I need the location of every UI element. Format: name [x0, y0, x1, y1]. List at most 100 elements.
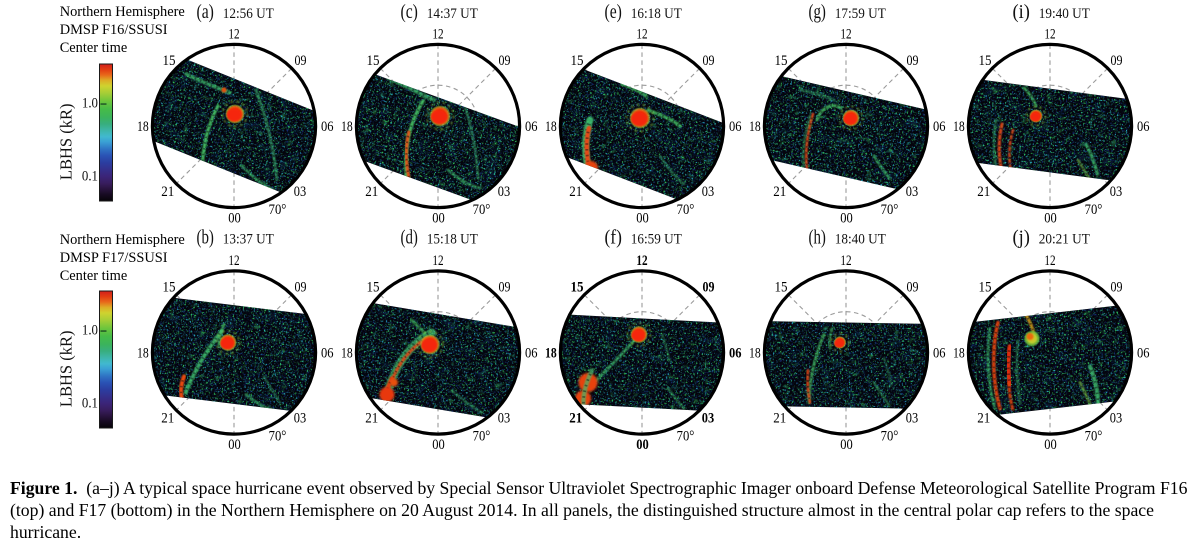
svg-text:14:37 UT: 14:37 UT [427, 6, 478, 22]
svg-text:18: 18 [341, 119, 353, 135]
svg-text:12: 12 [636, 26, 647, 42]
svg-text:06: 06 [321, 119, 334, 135]
svg-text:09: 09 [295, 53, 307, 69]
svg-text:12: 12 [840, 26, 851, 42]
svg-text:DMSP F16/SSUSI: DMSP F16/SSUSI [60, 22, 168, 38]
svg-text:0.1: 0.1 [82, 168, 98, 184]
svg-text:0.1: 0.1 [82, 395, 98, 411]
svg-text:(j): (j) [1013, 226, 1030, 248]
svg-text:06: 06 [525, 119, 538, 135]
svg-text:18: 18 [953, 119, 965, 135]
svg-text:03: 03 [1110, 184, 1122, 200]
svg-text:70°: 70° [881, 202, 899, 218]
svg-text:06: 06 [729, 119, 742, 135]
svg-text:15: 15 [367, 53, 380, 69]
svg-text:12:56 UT: 12:56 UT [223, 6, 274, 22]
svg-text:15: 15 [571, 280, 584, 296]
svg-text:21: 21 [161, 411, 174, 427]
svg-text:18: 18 [137, 119, 149, 135]
svg-text:1.0: 1.0 [82, 96, 98, 112]
svg-text:70°: 70° [269, 202, 287, 218]
svg-text:DMSP F17/SSUSI: DMSP F17/SSUSI [60, 250, 168, 266]
svg-text:21: 21 [569, 411, 582, 427]
svg-text:21: 21 [977, 184, 990, 200]
svg-text:12: 12 [1044, 253, 1055, 269]
svg-text:09: 09 [499, 53, 511, 69]
svg-text:(i): (i) [1013, 1, 1030, 23]
svg-text:(h): (h) [809, 226, 826, 248]
svg-text:(d): (d) [401, 226, 418, 248]
svg-text:00: 00 [840, 211, 853, 227]
svg-text:00: 00 [1044, 211, 1057, 227]
svg-text:03: 03 [294, 184, 306, 200]
svg-text:18: 18 [341, 345, 353, 361]
svg-text:(a): (a) [197, 1, 214, 23]
svg-text:18: 18 [953, 345, 965, 361]
svg-text:21: 21 [773, 411, 786, 427]
svg-text:12: 12 [840, 253, 851, 269]
svg-text:70°: 70° [269, 429, 287, 445]
svg-text:19:40 UT: 19:40 UT [1039, 6, 1090, 22]
svg-text:00: 00 [636, 437, 649, 453]
svg-text:18: 18 [749, 119, 761, 135]
svg-text:00: 00 [840, 437, 853, 453]
svg-text:15: 15 [163, 280, 176, 296]
svg-text:09: 09 [1111, 53, 1123, 69]
svg-text:16:59 UT: 16:59 UT [631, 231, 682, 247]
svg-text:15: 15 [775, 280, 788, 296]
svg-text:70°: 70° [677, 202, 695, 218]
svg-text:21: 21 [161, 184, 174, 200]
svg-text:70°: 70° [881, 429, 899, 445]
svg-text:21: 21 [569, 184, 582, 200]
svg-text:06: 06 [729, 345, 742, 361]
svg-text:13:37 UT: 13:37 UT [223, 231, 274, 247]
svg-text:16:18 UT: 16:18 UT [631, 6, 682, 22]
svg-text:03: 03 [906, 184, 918, 200]
svg-text:18: 18 [545, 345, 557, 361]
svg-text:06: 06 [933, 345, 946, 361]
svg-text:(e): (e) [605, 1, 622, 23]
svg-text:(b): (b) [197, 226, 214, 248]
svg-text:70°: 70° [1085, 429, 1103, 445]
svg-text:03: 03 [498, 184, 510, 200]
svg-text:Center time: Center time [60, 40, 128, 56]
svg-text:00: 00 [228, 211, 241, 227]
svg-text:Northern Hemisphere: Northern Hemisphere [60, 232, 185, 248]
svg-text:20:21 UT: 20:21 UT [1039, 231, 1090, 247]
svg-text:(g): (g) [809, 1, 826, 23]
svg-text:09: 09 [295, 280, 307, 296]
svg-text:03: 03 [498, 411, 510, 427]
svg-text:18: 18 [545, 119, 557, 135]
svg-text:00: 00 [432, 437, 445, 453]
svg-text:09: 09 [499, 280, 511, 296]
svg-text:06: 06 [1137, 345, 1150, 361]
svg-text:03: 03 [906, 411, 918, 427]
svg-text:70°: 70° [677, 429, 695, 445]
svg-text:00: 00 [636, 211, 649, 227]
svg-text:21: 21 [365, 184, 378, 200]
svg-text:70°: 70° [473, 202, 491, 218]
svg-text:12: 12 [636, 253, 647, 269]
svg-text:12: 12 [432, 26, 443, 42]
svg-text:15: 15 [571, 53, 584, 69]
svg-text:06: 06 [1137, 119, 1150, 135]
svg-text:06: 06 [321, 345, 334, 361]
svg-text:(c): (c) [401, 1, 418, 23]
svg-text:Northern Hemisphere: Northern Hemisphere [60, 4, 185, 20]
svg-text:06: 06 [933, 119, 946, 135]
svg-text:LBHS (kR): LBHS (kR) [57, 331, 76, 408]
svg-text:09: 09 [907, 280, 919, 296]
svg-text:09: 09 [907, 53, 919, 69]
svg-text:09: 09 [1111, 280, 1123, 296]
svg-text:70°: 70° [1085, 202, 1103, 218]
svg-text:1.0: 1.0 [82, 323, 98, 339]
svg-text:03: 03 [1110, 411, 1122, 427]
svg-text:17:59 UT: 17:59 UT [835, 6, 886, 22]
svg-text:00: 00 [432, 211, 445, 227]
svg-text:03: 03 [702, 184, 714, 200]
svg-text:12: 12 [432, 253, 443, 269]
svg-text:00: 00 [1044, 437, 1057, 453]
svg-text:03: 03 [294, 411, 306, 427]
svg-text:00: 00 [228, 437, 241, 453]
svg-text:15: 15 [775, 53, 788, 69]
